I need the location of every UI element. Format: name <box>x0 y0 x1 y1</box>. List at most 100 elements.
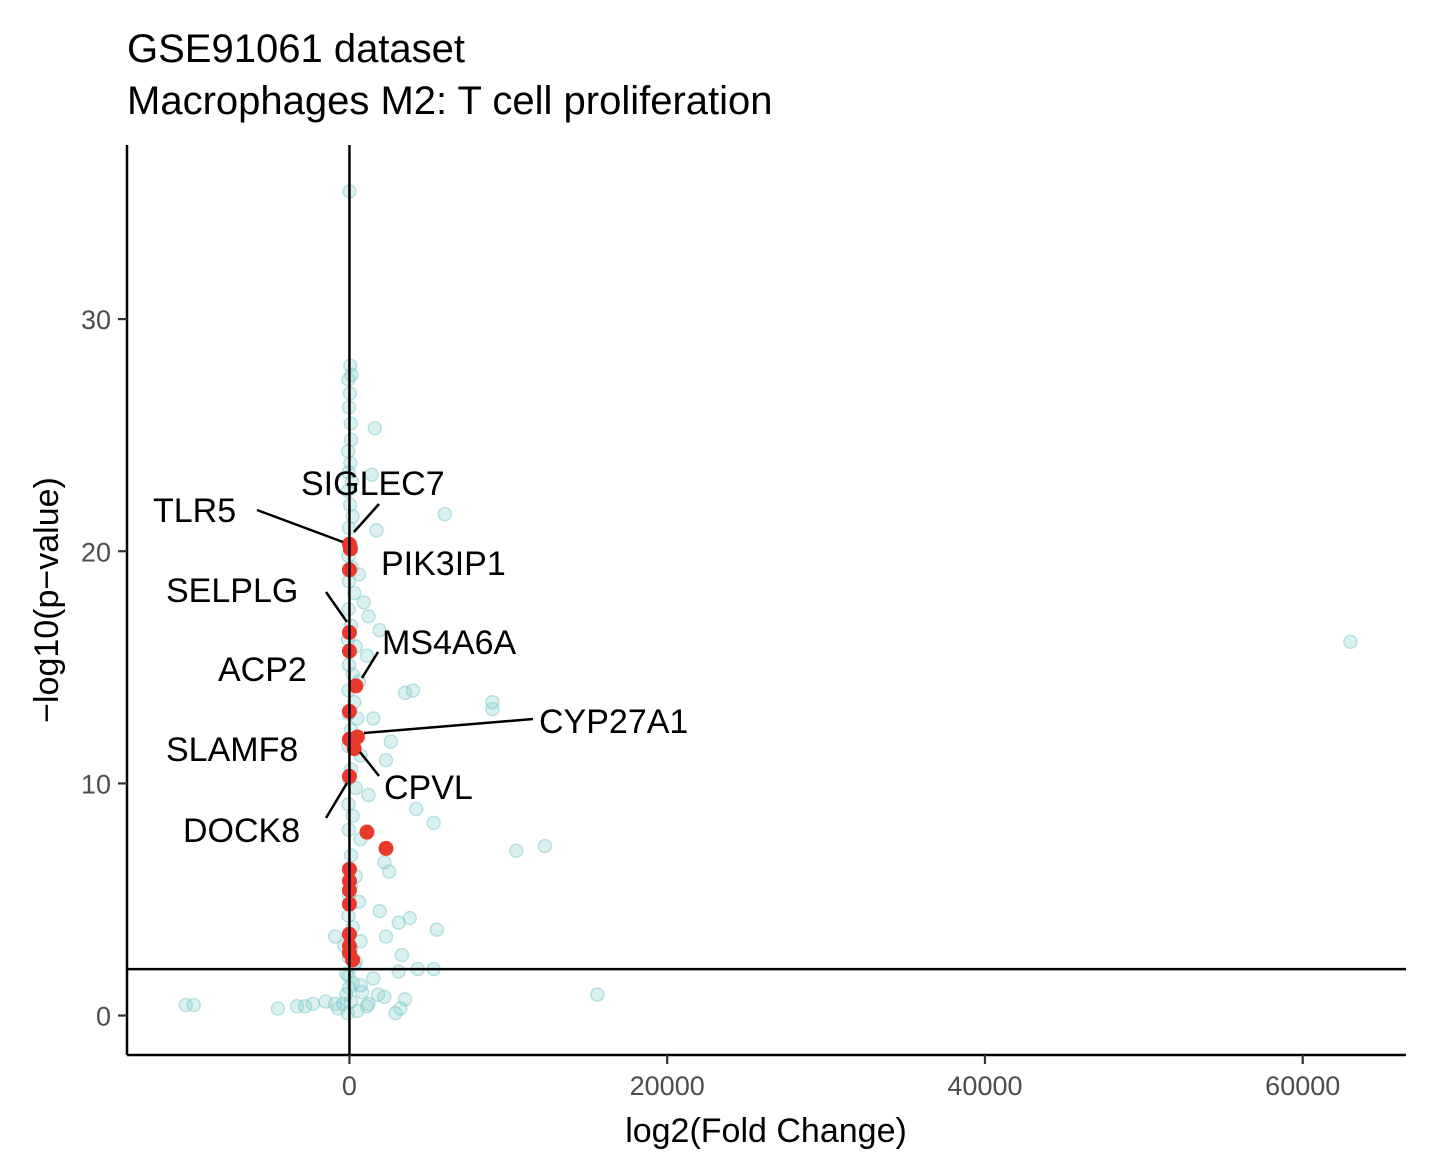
background-point <box>359 999 375 1014</box>
background-point <box>297 999 313 1014</box>
highlighted-point <box>345 952 361 968</box>
gene-label-acp2: ACP2 <box>218 651 307 689</box>
background-point <box>289 999 305 1014</box>
background-point <box>426 815 441 831</box>
label-connector <box>359 751 380 777</box>
background-point <box>408 801 424 817</box>
gene-label-pik3ip1: PIK3IP1 <box>381 545 506 583</box>
background-point <box>383 734 398 749</box>
background-point <box>356 595 371 610</box>
x-tick-label: 60000 <box>1265 1071 1340 1101</box>
background-point <box>327 929 343 944</box>
background-point <box>340 483 356 499</box>
background-point <box>381 864 397 879</box>
background-point <box>537 838 553 854</box>
x-tick-label: 40000 <box>947 1071 1022 1101</box>
x-tick-label: 0 <box>342 1071 357 1101</box>
label-connector <box>363 717 534 735</box>
background-point <box>345 808 360 824</box>
plot-panel <box>127 145 1406 1055</box>
background-point <box>327 996 343 1012</box>
background-point <box>393 1001 408 1016</box>
background-points <box>178 184 1358 1021</box>
highlighted-point <box>378 840 394 856</box>
background-point <box>340 444 356 459</box>
gene-label-cpvl: CPVL <box>384 769 473 807</box>
background-point <box>340 1006 356 1021</box>
background-point <box>343 416 358 431</box>
background-point <box>1343 634 1358 649</box>
background-point <box>437 506 452 522</box>
background-point <box>361 996 376 1012</box>
y-tick-label: 30 <box>81 305 111 335</box>
label-connector <box>353 503 380 533</box>
y-tick-label: 20 <box>81 537 111 567</box>
background-point <box>377 989 392 1005</box>
background-point <box>366 971 381 986</box>
background-point <box>485 701 500 717</box>
background-point <box>305 996 321 1012</box>
background-point <box>378 929 394 944</box>
chart-title: GSE91061 dataset <box>127 27 465 71</box>
background-point <box>370 987 386 1002</box>
background-point <box>354 985 370 1000</box>
background-point <box>347 585 362 601</box>
background-point <box>186 997 201 1013</box>
background-point <box>344 367 359 383</box>
background-point <box>485 694 500 710</box>
background-point <box>361 787 376 803</box>
y-axis-ticks: 0 10 20 30 <box>81 305 127 1032</box>
background-point <box>394 947 410 963</box>
y-tick-label: 0 <box>96 1002 111 1032</box>
x-axis-ticks: 0 20000 40000 60000 <box>342 1055 1340 1101</box>
background-point <box>367 421 383 436</box>
background-point <box>509 843 524 858</box>
background-point <box>270 1001 286 1016</box>
label-connector <box>324 782 349 819</box>
background-point <box>372 903 387 919</box>
background-point <box>397 992 413 1007</box>
gene-label-tlr5: TLR5 <box>153 492 236 530</box>
background-point <box>429 922 445 937</box>
gene-label-cyp27a1: CYP27A1 <box>539 703 688 741</box>
gene-label-selplg: SELPLG <box>166 572 298 610</box>
label-connector <box>256 508 344 544</box>
reference-lines <box>127 145 1406 1055</box>
background-point <box>402 910 418 926</box>
background-point <box>343 994 359 1009</box>
background-point <box>178 997 193 1013</box>
background-point <box>331 1001 346 1016</box>
background-point <box>391 964 406 979</box>
background-point <box>350 1003 365 1019</box>
background-point <box>343 848 359 863</box>
label-connector <box>324 591 349 623</box>
axes <box>125 145 1406 1057</box>
background-point <box>590 987 605 1002</box>
label-connectors <box>256 503 534 819</box>
x-axis-title: log2(Fold Change) <box>625 1112 907 1150</box>
chart-subtitle: Macrophages M2: T cell proliferation <box>127 79 773 123</box>
background-point <box>388 1006 403 1021</box>
background-point <box>372 622 387 638</box>
background-point <box>405 683 421 698</box>
x-tick-label: 20000 <box>630 1071 705 1101</box>
y-axis-title: −log10(p−value) <box>28 477 66 723</box>
background-point <box>359 648 375 663</box>
background-point <box>361 609 376 624</box>
label-connector <box>360 651 380 679</box>
gene-label-dock8: DOCK8 <box>183 812 300 850</box>
gene-label-slamf8: SLAMF8 <box>166 731 298 769</box>
background-point <box>397 685 413 701</box>
background-point <box>377 855 392 870</box>
background-point <box>366 711 381 726</box>
gene-label-siglec7: SIGLEC7 <box>301 465 445 503</box>
highlighted-point <box>349 729 365 745</box>
background-point <box>318 994 333 1009</box>
highlighted-point <box>348 678 364 694</box>
background-point <box>343 432 359 448</box>
background-point <box>369 523 384 538</box>
background-point <box>391 915 406 930</box>
background-point <box>353 978 368 993</box>
highlighted-point <box>359 824 375 840</box>
